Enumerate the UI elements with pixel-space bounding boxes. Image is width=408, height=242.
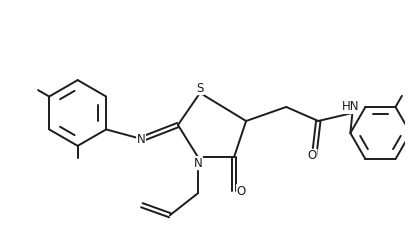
Text: O: O: [237, 185, 246, 198]
Text: N: N: [194, 157, 202, 170]
Text: S: S: [196, 82, 204, 95]
Text: N: N: [137, 133, 145, 145]
Text: O: O: [308, 149, 317, 162]
Text: HN: HN: [341, 100, 359, 113]
